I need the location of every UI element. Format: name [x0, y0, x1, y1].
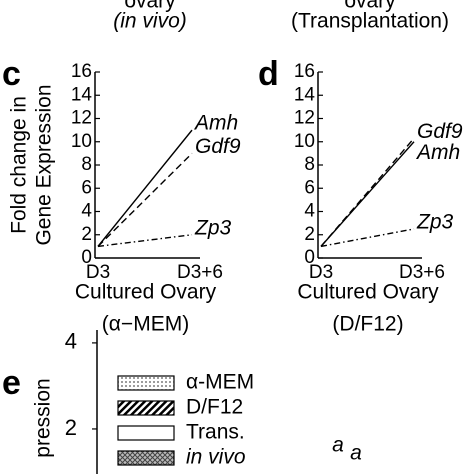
- x-axis-subtitle: (α−MEM): [102, 313, 189, 336]
- series-line: [97, 234, 193, 248]
- y-tick-label: 6: [81, 177, 92, 198]
- y-tick-label: 8: [304, 154, 315, 175]
- series-line: [320, 228, 415, 248]
- series-line: [97, 152, 193, 247]
- legend-swatch: [117, 450, 175, 466]
- y-tick-label: 14: [71, 84, 93, 105]
- series-label: Zp3: [194, 216, 232, 239]
- y-tick-label: 16: [71, 61, 92, 82]
- header-text: (Transplantation): [291, 10, 449, 33]
- legend-label: in vivo: [186, 446, 246, 469]
- y-tick-label: 8: [81, 154, 92, 175]
- y-tick-label: 4: [65, 329, 77, 354]
- x-tick-label: D3: [309, 262, 333, 283]
- x-axis-subtitle: (D/F12): [332, 313, 403, 336]
- series-label: Amh: [193, 112, 238, 135]
- y-tick-label: 2: [81, 224, 92, 245]
- legend-label: D/F12: [186, 396, 243, 419]
- legend-label: α-MEM: [186, 371, 254, 394]
- panel-label: d: [258, 55, 279, 93]
- y-tick-label: 2: [65, 415, 77, 440]
- y-tick-label: 0: [81, 247, 92, 268]
- panel-label: c: [2, 55, 21, 93]
- y-tick-label: 14: [294, 84, 316, 105]
- x-axis-label: Cultured Ovary: [75, 281, 217, 304]
- panel-label: e: [2, 364, 21, 402]
- legend-swatch: [117, 425, 175, 441]
- x-axis-label: Cultured Ovary: [297, 281, 439, 304]
- y-axis-label: Gene Expression: [33, 84, 56, 245]
- y-tick-label: 4: [304, 201, 315, 222]
- y-tick-label: 6: [304, 177, 315, 198]
- x-tick-label: D3: [86, 262, 110, 283]
- series-line: [320, 141, 415, 247]
- x-tick-label: D3+6: [177, 262, 223, 283]
- y-tick-label: 4: [81, 201, 92, 222]
- header-text: ovary: [124, 0, 176, 13]
- header-text: (in vivo): [113, 10, 187, 33]
- annotation: a: [350, 442, 362, 465]
- y-tick-label: 10: [294, 131, 315, 152]
- y-tick-label: 16: [294, 61, 315, 82]
- legend-label: Trans.: [186, 421, 245, 444]
- series-line: [97, 129, 193, 247]
- series-label: Gdf9: [417, 120, 463, 143]
- x-tick-label: D3+6: [399, 262, 445, 283]
- annotation: a: [332, 434, 344, 457]
- legend-swatch: [117, 375, 175, 391]
- series-label: Amh: [415, 141, 460, 164]
- y-tick-label: 10: [71, 131, 92, 152]
- y-tick-label: 0: [304, 247, 315, 268]
- header-text: ovary: [344, 0, 396, 13]
- series-label: Zp3: [416, 210, 454, 233]
- y-tick-label: 12: [71, 108, 92, 129]
- legend-swatch: [117, 400, 175, 416]
- series-label: Gdf9: [195, 135, 241, 158]
- y-axis-label: Fold change in: [8, 96, 31, 234]
- y-tick-label: 2: [304, 224, 315, 245]
- y-axis-label: pression: [32, 378, 55, 457]
- y-tick-label: 12: [294, 108, 315, 129]
